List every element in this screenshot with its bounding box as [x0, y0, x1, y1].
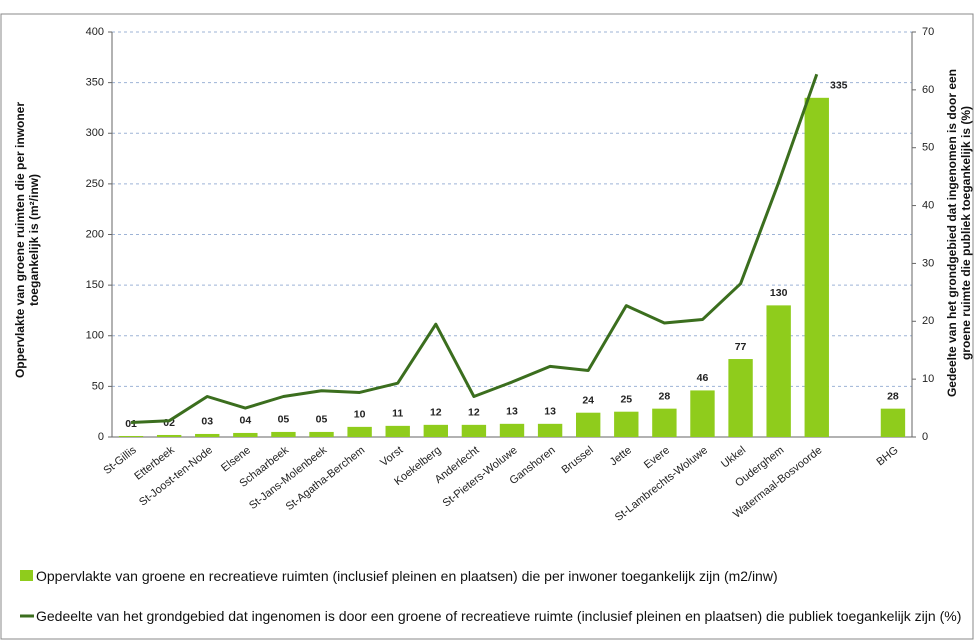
data-label: 13: [544, 406, 556, 418]
y-tick-label: 400: [86, 26, 104, 38]
legend-line: Gedeelte van het grondgebied dat ingenom…: [36, 608, 962, 624]
bar: [690, 390, 715, 437]
bar: [118, 435, 144, 437]
data-label: 335: [830, 80, 848, 92]
data-label: 10: [354, 409, 366, 421]
bar: [195, 433, 220, 437]
x-tick-label: Vorst: [378, 444, 405, 469]
y2-tick-label: 0: [922, 431, 928, 443]
data-label: 05: [316, 414, 328, 426]
y-tick-label: 0: [98, 431, 104, 443]
y-tick-label: 300: [86, 127, 104, 139]
bar: [233, 432, 258, 437]
bar: [423, 424, 448, 437]
data-label: 12: [430, 407, 442, 419]
data-label: 12: [468, 407, 480, 419]
y-tick-label: 200: [86, 228, 104, 240]
data-label: 28: [659, 390, 671, 402]
bar: [652, 408, 677, 437]
legend-bar: Oppervlakte van groene en recreatieve ru…: [36, 568, 778, 584]
data-label: 28: [887, 390, 899, 402]
bar: [271, 431, 296, 437]
y-tick-label: 250: [86, 178, 104, 190]
y-tick-label: 150: [86, 279, 104, 291]
y2-tick-label: 40: [922, 199, 934, 211]
bar: [499, 423, 525, 437]
x-tick-label: Brussel: [560, 444, 596, 476]
bar: [537, 423, 563, 437]
bar: [614, 411, 639, 437]
data-label: 02: [163, 417, 175, 429]
bar: [804, 97, 829, 437]
line: [130, 73, 819, 425]
x-tick-label: BHG: [874, 444, 900, 468]
data-label: 77: [735, 341, 747, 353]
data-label: 25: [620, 393, 632, 405]
bar: [728, 359, 753, 437]
y-tick-label: 100: [86, 330, 104, 342]
data-label: 11: [392, 408, 403, 420]
x-tick-label: Jette: [608, 444, 634, 468]
y-axis-title: Oppervlakte van groene ruimten die per i…: [13, 101, 41, 379]
data-label: 05: [278, 414, 290, 426]
frame: [0, 13, 974, 640]
bar: [880, 408, 906, 437]
x-tick-label: Ukkel: [719, 444, 748, 470]
y2-tick-label: 10: [922, 373, 934, 385]
bar: [385, 425, 410, 437]
bar: [156, 434, 182, 437]
bar: [576, 412, 601, 437]
data-label: 130: [770, 287, 788, 299]
y2-tick-label: 30: [922, 257, 934, 269]
y-tick-label: 50: [92, 380, 104, 392]
bar: [461, 424, 487, 437]
data-label: 46: [697, 372, 709, 384]
data-label: 24: [582, 394, 594, 406]
y-tick-label: 350: [86, 77, 104, 89]
data-label: 03: [201, 416, 213, 428]
y2-tick-label: 20: [922, 315, 934, 327]
x-tick-label: Elsene: [219, 444, 253, 474]
bar: [766, 305, 791, 437]
y2-tick-label: 50: [922, 142, 934, 154]
data-label: 13: [506, 406, 518, 418]
bar: [347, 426, 372, 437]
bar: [309, 431, 334, 437]
data-label: 04: [239, 415, 251, 427]
y2-tick-label: 70: [922, 26, 934, 38]
y2-tick-label: 60: [922, 84, 934, 96]
legend-swatch: [20, 570, 33, 581]
y2-axis-title: Gedeelte van het grondgebied dat ingenom…: [945, 68, 973, 398]
x-tick-label: Evere: [642, 444, 672, 471]
